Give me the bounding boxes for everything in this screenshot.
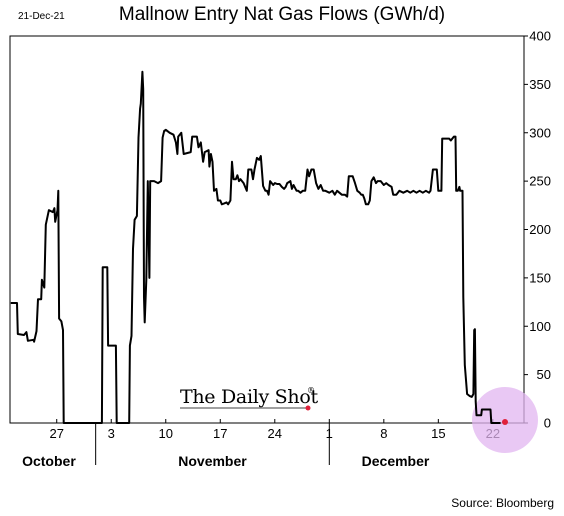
x-tick-label-1: 3: [108, 426, 115, 441]
chart-title: Mallnow Entry Nat Gas Flows (GWh/d): [118, 4, 446, 25]
x-tick-label-4: 24: [268, 426, 282, 441]
x-tick-label-0: 27: [49, 426, 63, 441]
y-tick-label-2: 100: [529, 319, 551, 334]
x-tick-label-3: 17: [213, 426, 227, 441]
y-tick-label-5: 250: [529, 174, 551, 189]
y-tick-label-6: 300: [529, 125, 551, 140]
month-label-1: November: [178, 453, 247, 469]
plot-frame: [9, 35, 525, 424]
y-tick-label-3: 150: [529, 270, 551, 285]
y-tick-label-7: 350: [529, 77, 551, 92]
x-tick-label-2: 10: [159, 426, 173, 441]
series-line: [10, 70, 501, 424]
last-point-marker: [502, 419, 508, 425]
watermark-registered-mark: ®: [307, 386, 315, 395]
x-tick-label-6: 8: [380, 426, 387, 441]
month-label-2: December: [362, 453, 430, 469]
chart-date: 21-Dec-21: [18, 11, 65, 22]
y-tick-label-4: 200: [529, 222, 551, 237]
y-tick-label-1: 50: [537, 367, 551, 382]
watermark-logo: The Daily Shot: [180, 386, 318, 408]
y-tick-label-8: 400: [529, 29, 551, 44]
month-label-0: October: [22, 453, 76, 469]
y-tick-label-0: 0: [544, 416, 551, 431]
source-note: Source: Bloomberg: [451, 496, 554, 510]
y-axis: 0 50 100 150 200 250 300 350 400: [524, 29, 551, 431]
x-tick-label-7: 15: [431, 426, 445, 441]
month-axis: October November December: [22, 423, 430, 469]
